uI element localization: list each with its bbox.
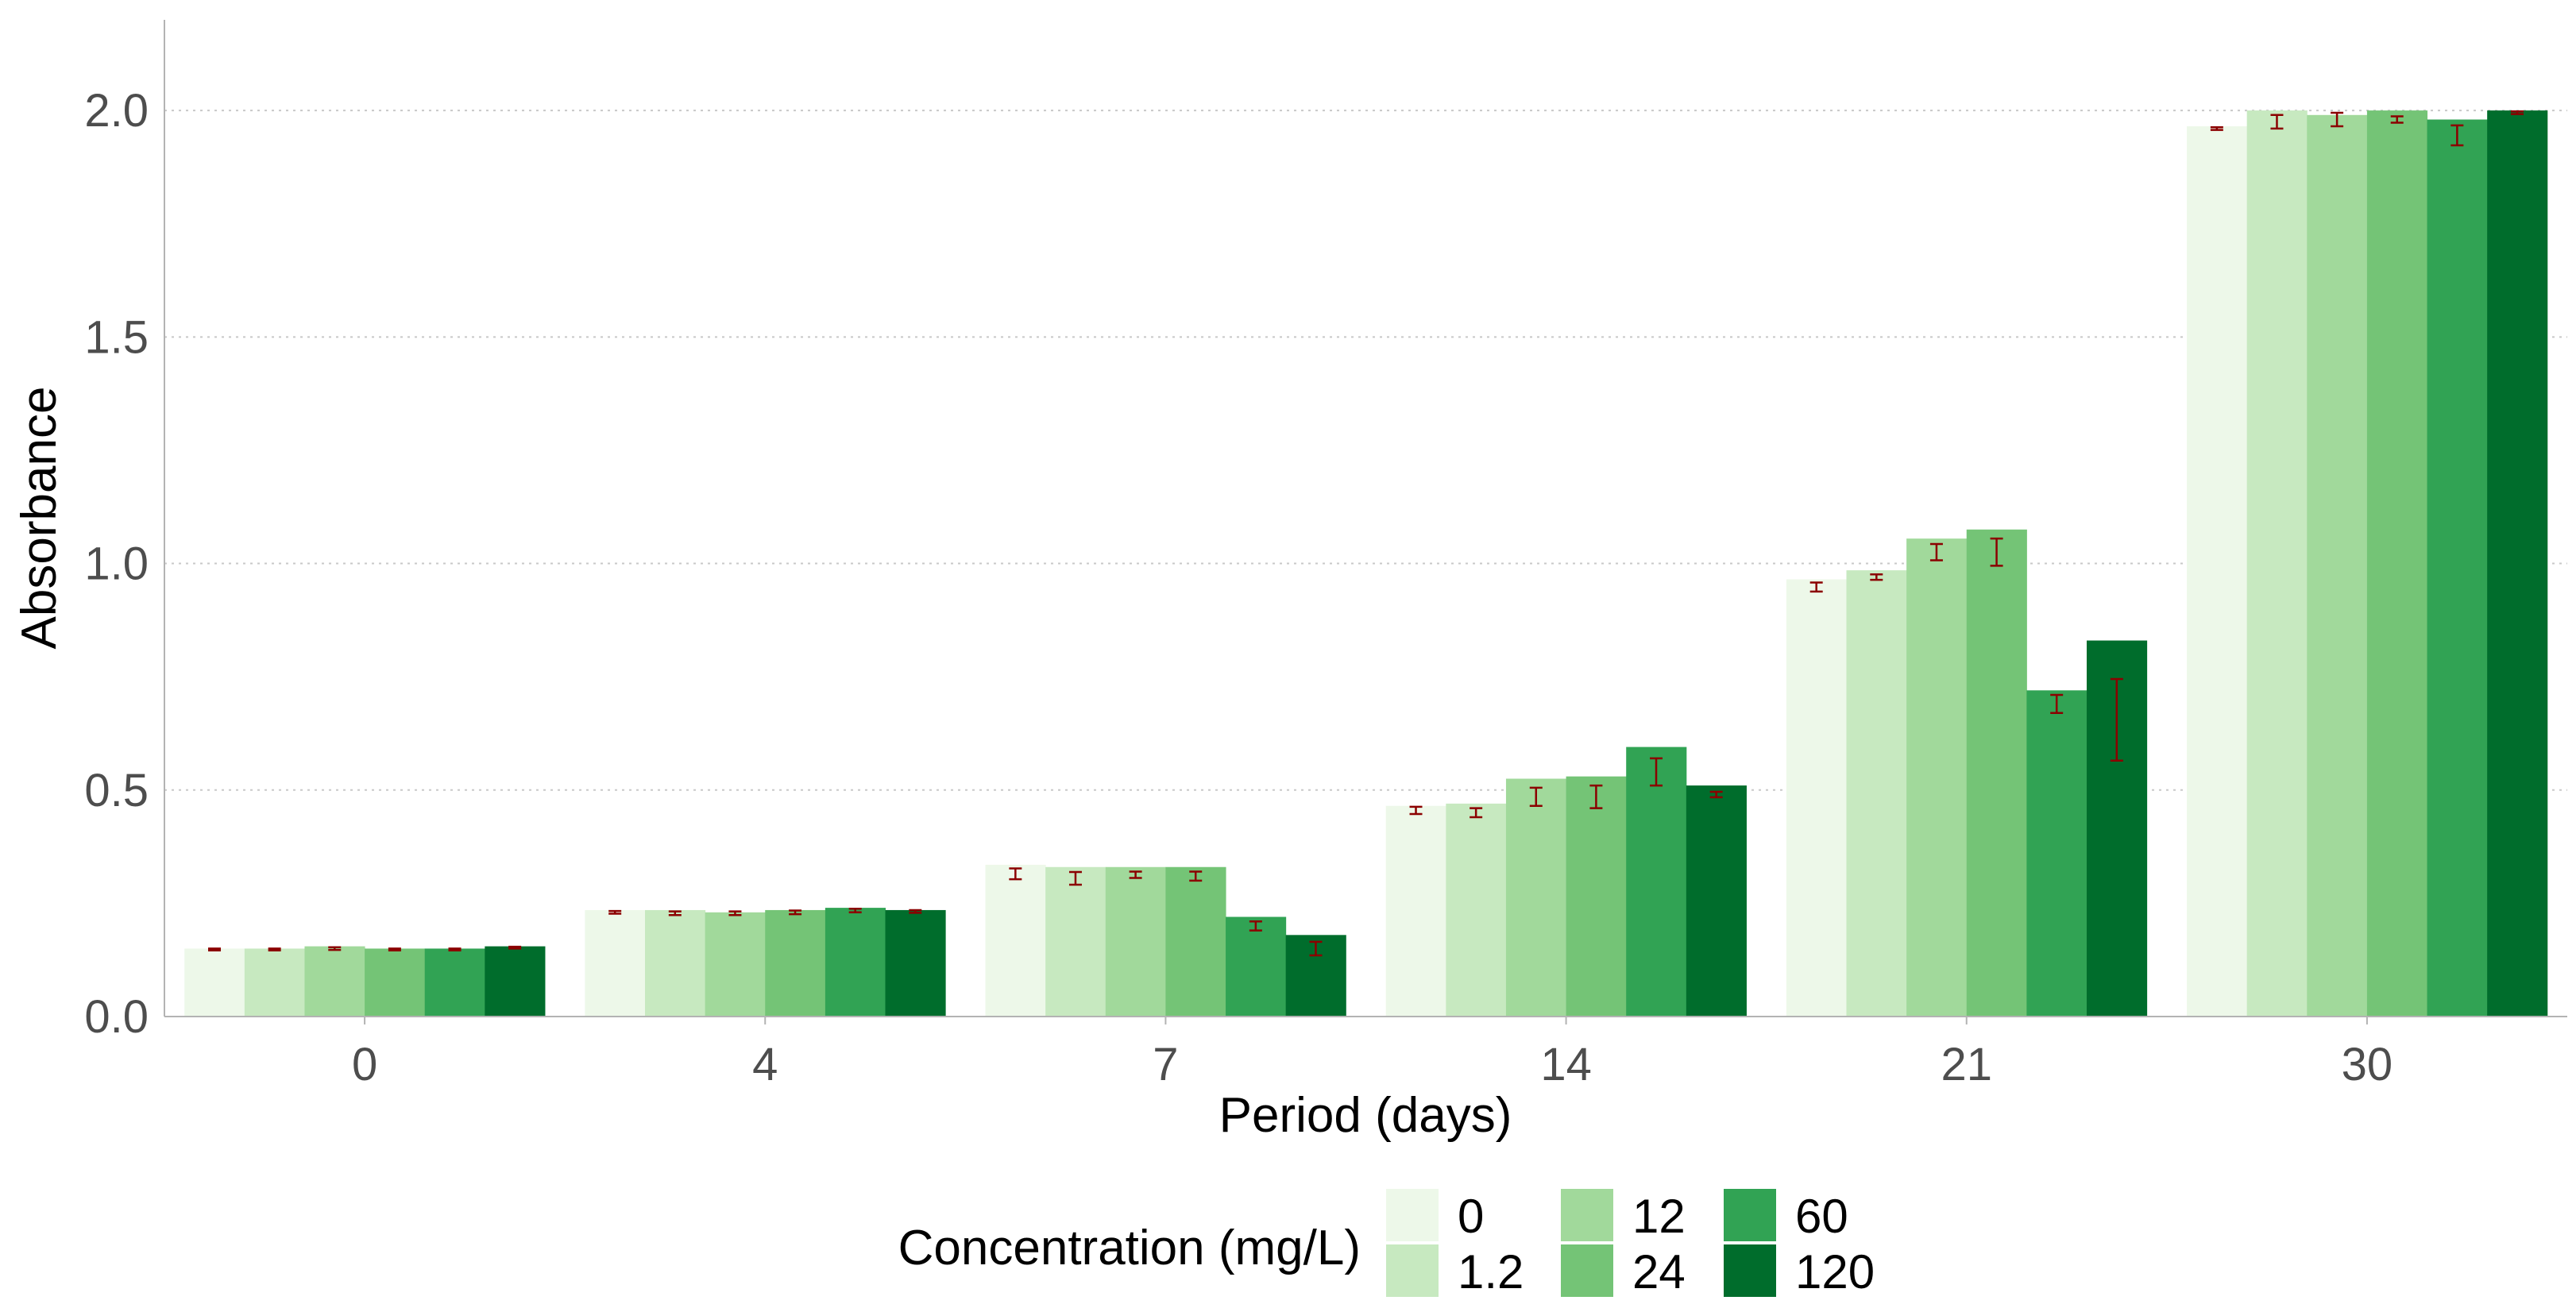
y-tick-label: 2.0 (84, 85, 149, 137)
bar (885, 909, 946, 1017)
legend-swatch (1561, 1244, 1613, 1297)
legend-label: 60 (1795, 1190, 1848, 1243)
bar (184, 948, 245, 1017)
legend-swatch (1386, 1189, 1439, 1241)
bar (2307, 114, 2368, 1017)
legend-label: 0 (1458, 1190, 1484, 1243)
bar (1906, 538, 1968, 1017)
bar (585, 909, 646, 1017)
bars (184, 110, 2548, 1017)
bar (765, 909, 826, 1017)
bar (244, 948, 305, 1017)
bar (2187, 126, 2248, 1017)
legend-label: 1.2 (1458, 1245, 1524, 1298)
legend-swatch (1386, 1244, 1439, 1297)
x-tick-label: 0 (352, 1039, 377, 1090)
x-tick-label: 7 (1153, 1039, 1178, 1090)
bar (1505, 778, 1567, 1017)
x-tick-label: 30 (2342, 1039, 2393, 1090)
bar (705, 912, 766, 1017)
bar (1686, 785, 1747, 1017)
legend-swatch (1724, 1244, 1776, 1297)
legend-swatch (1561, 1189, 1613, 1241)
y-axis-title: Absorbance (12, 387, 67, 650)
axes (164, 20, 2567, 1017)
bar (825, 908, 886, 1017)
bar (1105, 866, 1166, 1017)
bar (2246, 110, 2308, 1017)
bar (1165, 866, 1226, 1017)
x-tick-label: 21 (1941, 1039, 1992, 1090)
legend-title: Concentration (mg/L) (898, 1221, 1361, 1275)
legend-label: 12 (1632, 1190, 1686, 1243)
y-tick-label: 0.5 (84, 765, 149, 816)
y-tick-label: 0.0 (84, 991, 149, 1043)
y-tick-label: 1.0 (84, 538, 149, 590)
x-axis-title: Period (days) (1219, 1088, 1512, 1143)
x-tick-label: 14 (1540, 1039, 1592, 1090)
tick-labels: 0.0 0.5 1.0 1.5 2.0 0 4 7 14 21 30 (84, 85, 2393, 1090)
bar (2366, 110, 2428, 1017)
error-bars (208, 110, 2524, 957)
bar (1786, 579, 1847, 1017)
bar (1626, 747, 1687, 1017)
bar (645, 909, 706, 1017)
gridlines (164, 110, 2567, 791)
bar (2026, 690, 2087, 1017)
bar (1045, 866, 1106, 1017)
x-tick-label: 4 (752, 1039, 778, 1090)
bar (1566, 776, 1627, 1017)
bar (424, 948, 485, 1017)
bar (304, 946, 365, 1017)
bar (985, 864, 1046, 1017)
bar (1446, 803, 1507, 1017)
bar (2427, 119, 2488, 1017)
bar (1966, 529, 2027, 1017)
bar (1846, 570, 1907, 1017)
bar (365, 948, 426, 1017)
legend-label: 120 (1795, 1245, 1875, 1298)
bar (485, 946, 546, 1017)
bar (1385, 805, 1446, 1017)
bar (2487, 110, 2548, 1017)
y-tick-label: 1.5 (84, 311, 149, 363)
bar (1226, 916, 1287, 1017)
legend-label: 24 (1632, 1245, 1686, 1298)
legend-swatch (1724, 1189, 1776, 1241)
